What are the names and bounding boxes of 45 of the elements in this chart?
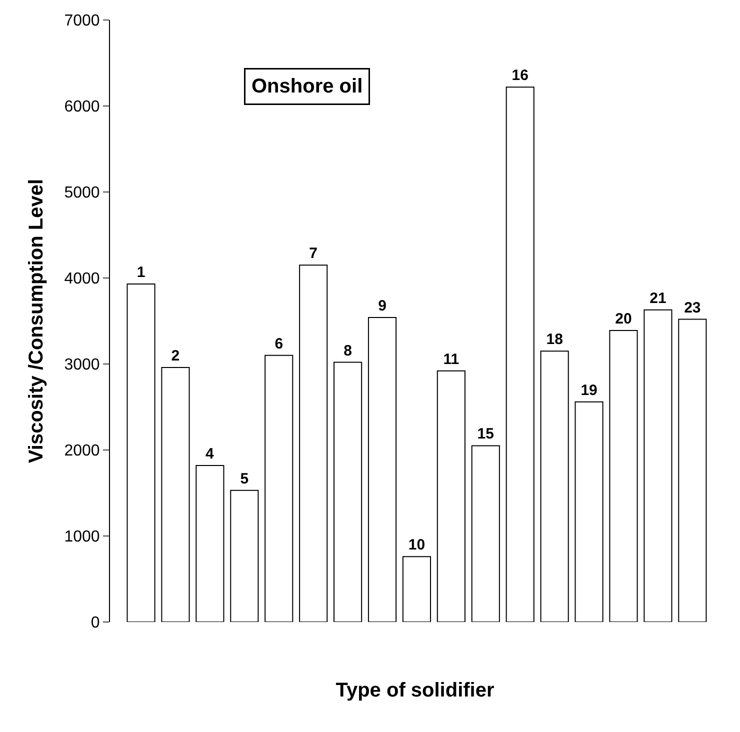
x-tick-label: 20 <box>615 310 632 328</box>
y-tick-label: 3000 <box>64 356 100 374</box>
x-tick-label: 8 <box>344 342 352 360</box>
x-tick-label: 19 <box>580 382 598 399</box>
annotation: Onshore oil <box>252 76 363 98</box>
bar <box>678 318 707 622</box>
bar <box>196 464 224 622</box>
x-tick-label: 1 <box>136 264 146 282</box>
y-tick-label: 2000 <box>64 442 100 460</box>
x-tick-label: 10 <box>408 536 426 554</box>
x-tick-label: 15 <box>477 426 494 443</box>
bar <box>299 264 328 622</box>
x-tick-label: 21 <box>650 290 666 307</box>
bar <box>574 401 604 622</box>
y-tick-label: 4000 <box>64 270 100 288</box>
bar <box>264 354 294 622</box>
bar <box>402 556 432 622</box>
y-tick-label: 6000 <box>64 98 100 116</box>
bar <box>334 362 362 622</box>
y-tick-label: 0 <box>90 614 100 632</box>
x-tick-label: 11 <box>443 350 460 368</box>
bar <box>230 490 259 622</box>
x-tick-label: 4 <box>205 445 214 462</box>
x-tick-label: 16 <box>512 67 528 84</box>
bar <box>609 330 638 622</box>
y-tick-label: 7000 <box>64 12 100 30</box>
x-tick-label: 2 <box>171 347 180 364</box>
x-axis-title: Type of solidifier <box>336 680 494 702</box>
bar <box>540 350 569 622</box>
x-tick-label: 7 <box>309 245 318 262</box>
x-tick-label: 18 <box>546 331 563 348</box>
bar <box>644 309 672 622</box>
y-axis-title: Viscosity /Consumption Level <box>26 178 48 464</box>
bar <box>161 366 190 622</box>
x-tick-label: 9 <box>378 298 386 315</box>
bar <box>471 445 500 622</box>
bar <box>436 370 466 622</box>
y-tick-label: 5000 <box>64 184 100 202</box>
bar <box>506 86 534 622</box>
bar <box>126 284 156 622</box>
x-tick-label: 6 <box>274 335 284 352</box>
bar <box>368 317 397 622</box>
x-tick-label: 23 <box>684 299 701 316</box>
x-tick-label: 5 <box>240 470 249 488</box>
y-tick-label: 1000 <box>64 528 100 546</box>
